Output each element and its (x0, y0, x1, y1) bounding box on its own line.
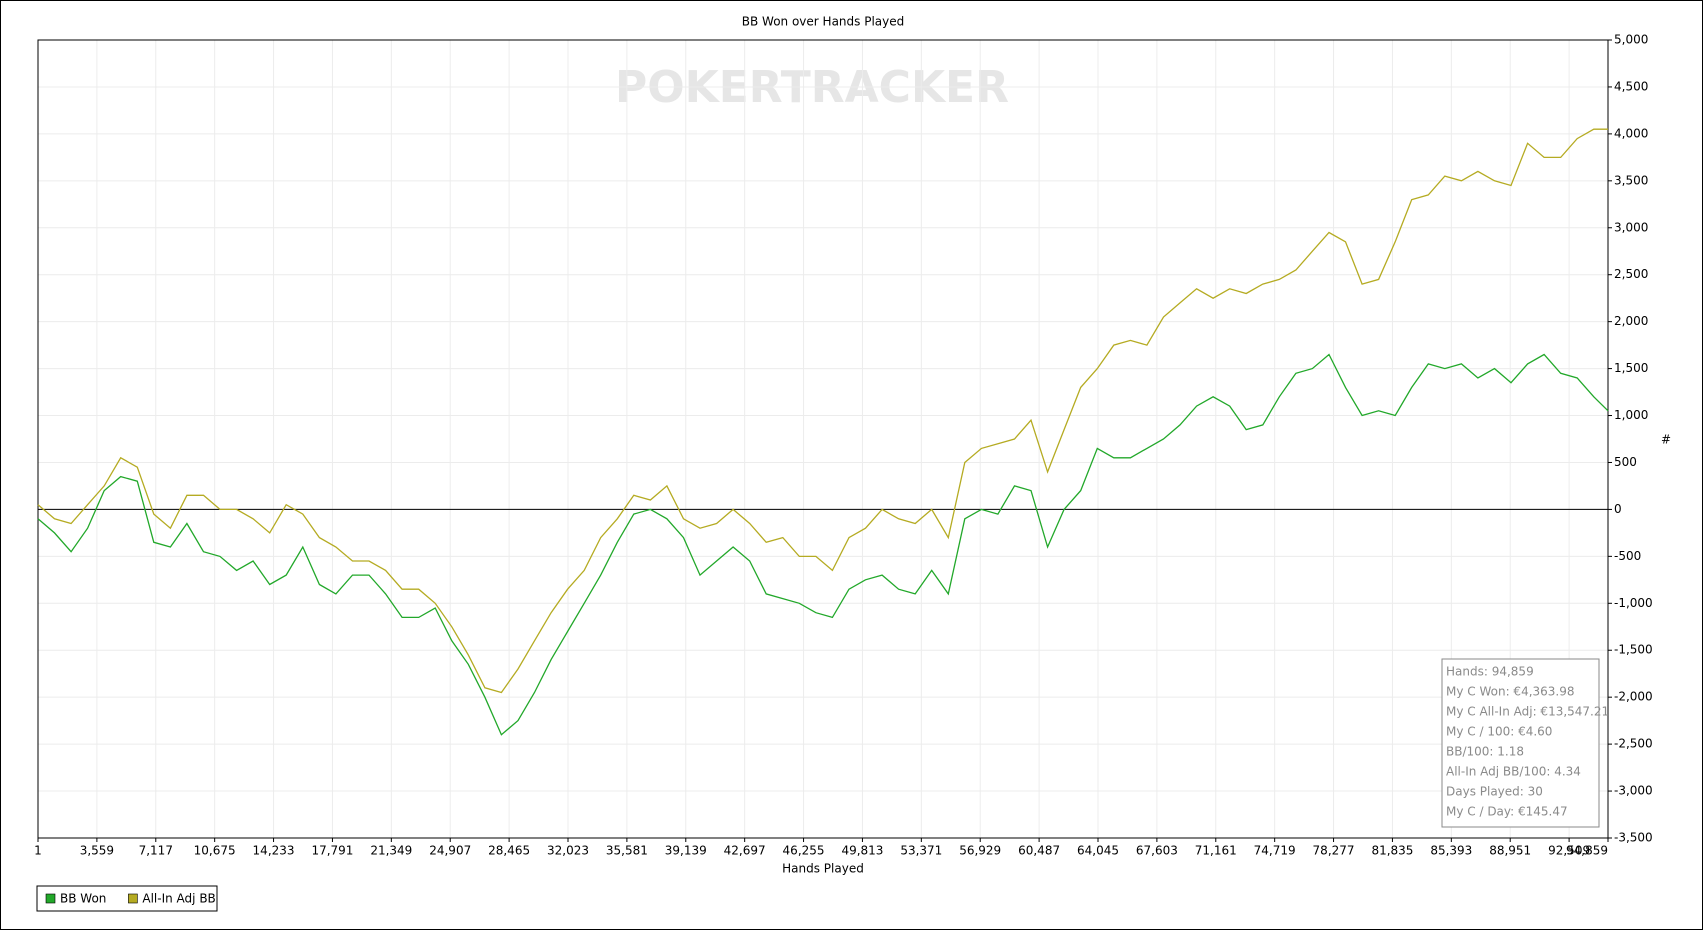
x-tick-label: 88,951 (1489, 844, 1531, 858)
x-tick-label: 42,697 (724, 844, 766, 858)
x-tick-label: 7,117 (139, 844, 173, 858)
y-tick-label: -3,500 (1614, 831, 1653, 845)
stat-line: All-In Adj BB/100: 4.34 (1446, 765, 1581, 779)
x-tick-label: 49,813 (841, 844, 883, 858)
x-tick-label: 81,835 (1371, 844, 1413, 858)
plot-area (37, 39, 1609, 839)
y-tick-label: 1,000 (1614, 408, 1648, 422)
x-tick-label: 71,161 (1195, 844, 1237, 858)
x-tick-label: 32,023 (547, 844, 589, 858)
stat-line: Days Played: 30 (1446, 785, 1543, 799)
watermark: POKERTRACKER (615, 62, 1009, 113)
y-tick-label: 2,000 (1614, 314, 1648, 328)
x-tick-label: 67,603 (1136, 844, 1178, 858)
x-tick-label: 17,791 (311, 844, 353, 858)
legend-swatch (45, 893, 56, 904)
y-tick-label: -3,000 (1614, 784, 1653, 798)
x-tick-label: 64,045 (1077, 844, 1119, 858)
series-line (37, 128, 1608, 694)
stat-line: Hands: 94,859 (1446, 665, 1534, 679)
x-tick-label: 39,139 (665, 844, 707, 858)
stats-frame (1441, 658, 1600, 828)
stats-box: Hands: 94,859 My C Won: €4,363.98 My C All… (1441, 658, 1609, 828)
x-tick-label: 60,487 (1018, 844, 1060, 858)
x-tick-label: 56,929 (959, 844, 1001, 858)
y-axis-label: # (1661, 433, 1671, 447)
x-tick-label: 21,349 (370, 844, 412, 858)
y-tick-label: 3,500 (1614, 173, 1648, 187)
y-tick-label: -2,500 (1614, 737, 1653, 751)
stat-line: My C / 100: €4.60 (1446, 725, 1552, 739)
stat-line: My C / Day: €145.47 (1446, 805, 1568, 819)
y-tick-label: 3,000 (1614, 220, 1648, 234)
x-axis-label: Hands Played (782, 862, 864, 876)
y-tick-label: 0 (1614, 502, 1622, 516)
stat-line: My C Won: €4,363.98 (1446, 685, 1575, 699)
legend-label: All-In Adj BB (142, 892, 215, 906)
y-tick-label: -500 (1614, 549, 1641, 563)
x-tick-label: 10,675 (194, 844, 236, 858)
legend-label: BB Won (60, 892, 106, 906)
x-tick-label: 1 (34, 844, 42, 858)
y-tick-label: -1,500 (1614, 643, 1653, 657)
y-tick-label: -1,000 (1614, 596, 1653, 610)
x-tick-label: 28,465 (488, 844, 530, 858)
x-tick-label: 14,233 (253, 844, 295, 858)
y-tick-label: 5,000 (1614, 33, 1648, 47)
series-line (37, 353, 1609, 736)
chart-title: BB Won over Hands Played (742, 15, 904, 29)
x-tick-label: 35,581 (606, 844, 648, 858)
y-tick-label: 1,500 (1614, 361, 1648, 375)
x-tick-label: 94,859 (1566, 844, 1608, 858)
x-tick-label: 46,255 (783, 844, 825, 858)
x-tick-label: 24,907 (429, 844, 471, 858)
y-tick-label: 500 (1614, 455, 1637, 469)
y-tick-label: -2,000 (1614, 690, 1653, 704)
legend-box (36, 885, 218, 912)
legend-swatch (128, 893, 138, 904)
x-tick-label: 53,371 (900, 844, 942, 858)
y-tick-label: 4,500 (1614, 79, 1648, 93)
y-tick-label: 4,000 (1614, 126, 1648, 140)
y-tick-label: 2,500 (1614, 267, 1648, 281)
x-tick-label: 3,559 (80, 844, 114, 858)
x-tick-label: 92,509 (1548, 844, 1590, 858)
stat-line: My C All-In Adj: €13,547.21 (1446, 705, 1609, 719)
x-tick-label: 78,277 (1313, 844, 1355, 858)
x-tick-label: 74,719 (1254, 844, 1296, 858)
legend: BB Won All-In Adj BB (36, 885, 218, 912)
x-tick-label: 85,393 (1430, 844, 1472, 858)
stat-line: BB/100: 1.18 (1446, 745, 1524, 759)
